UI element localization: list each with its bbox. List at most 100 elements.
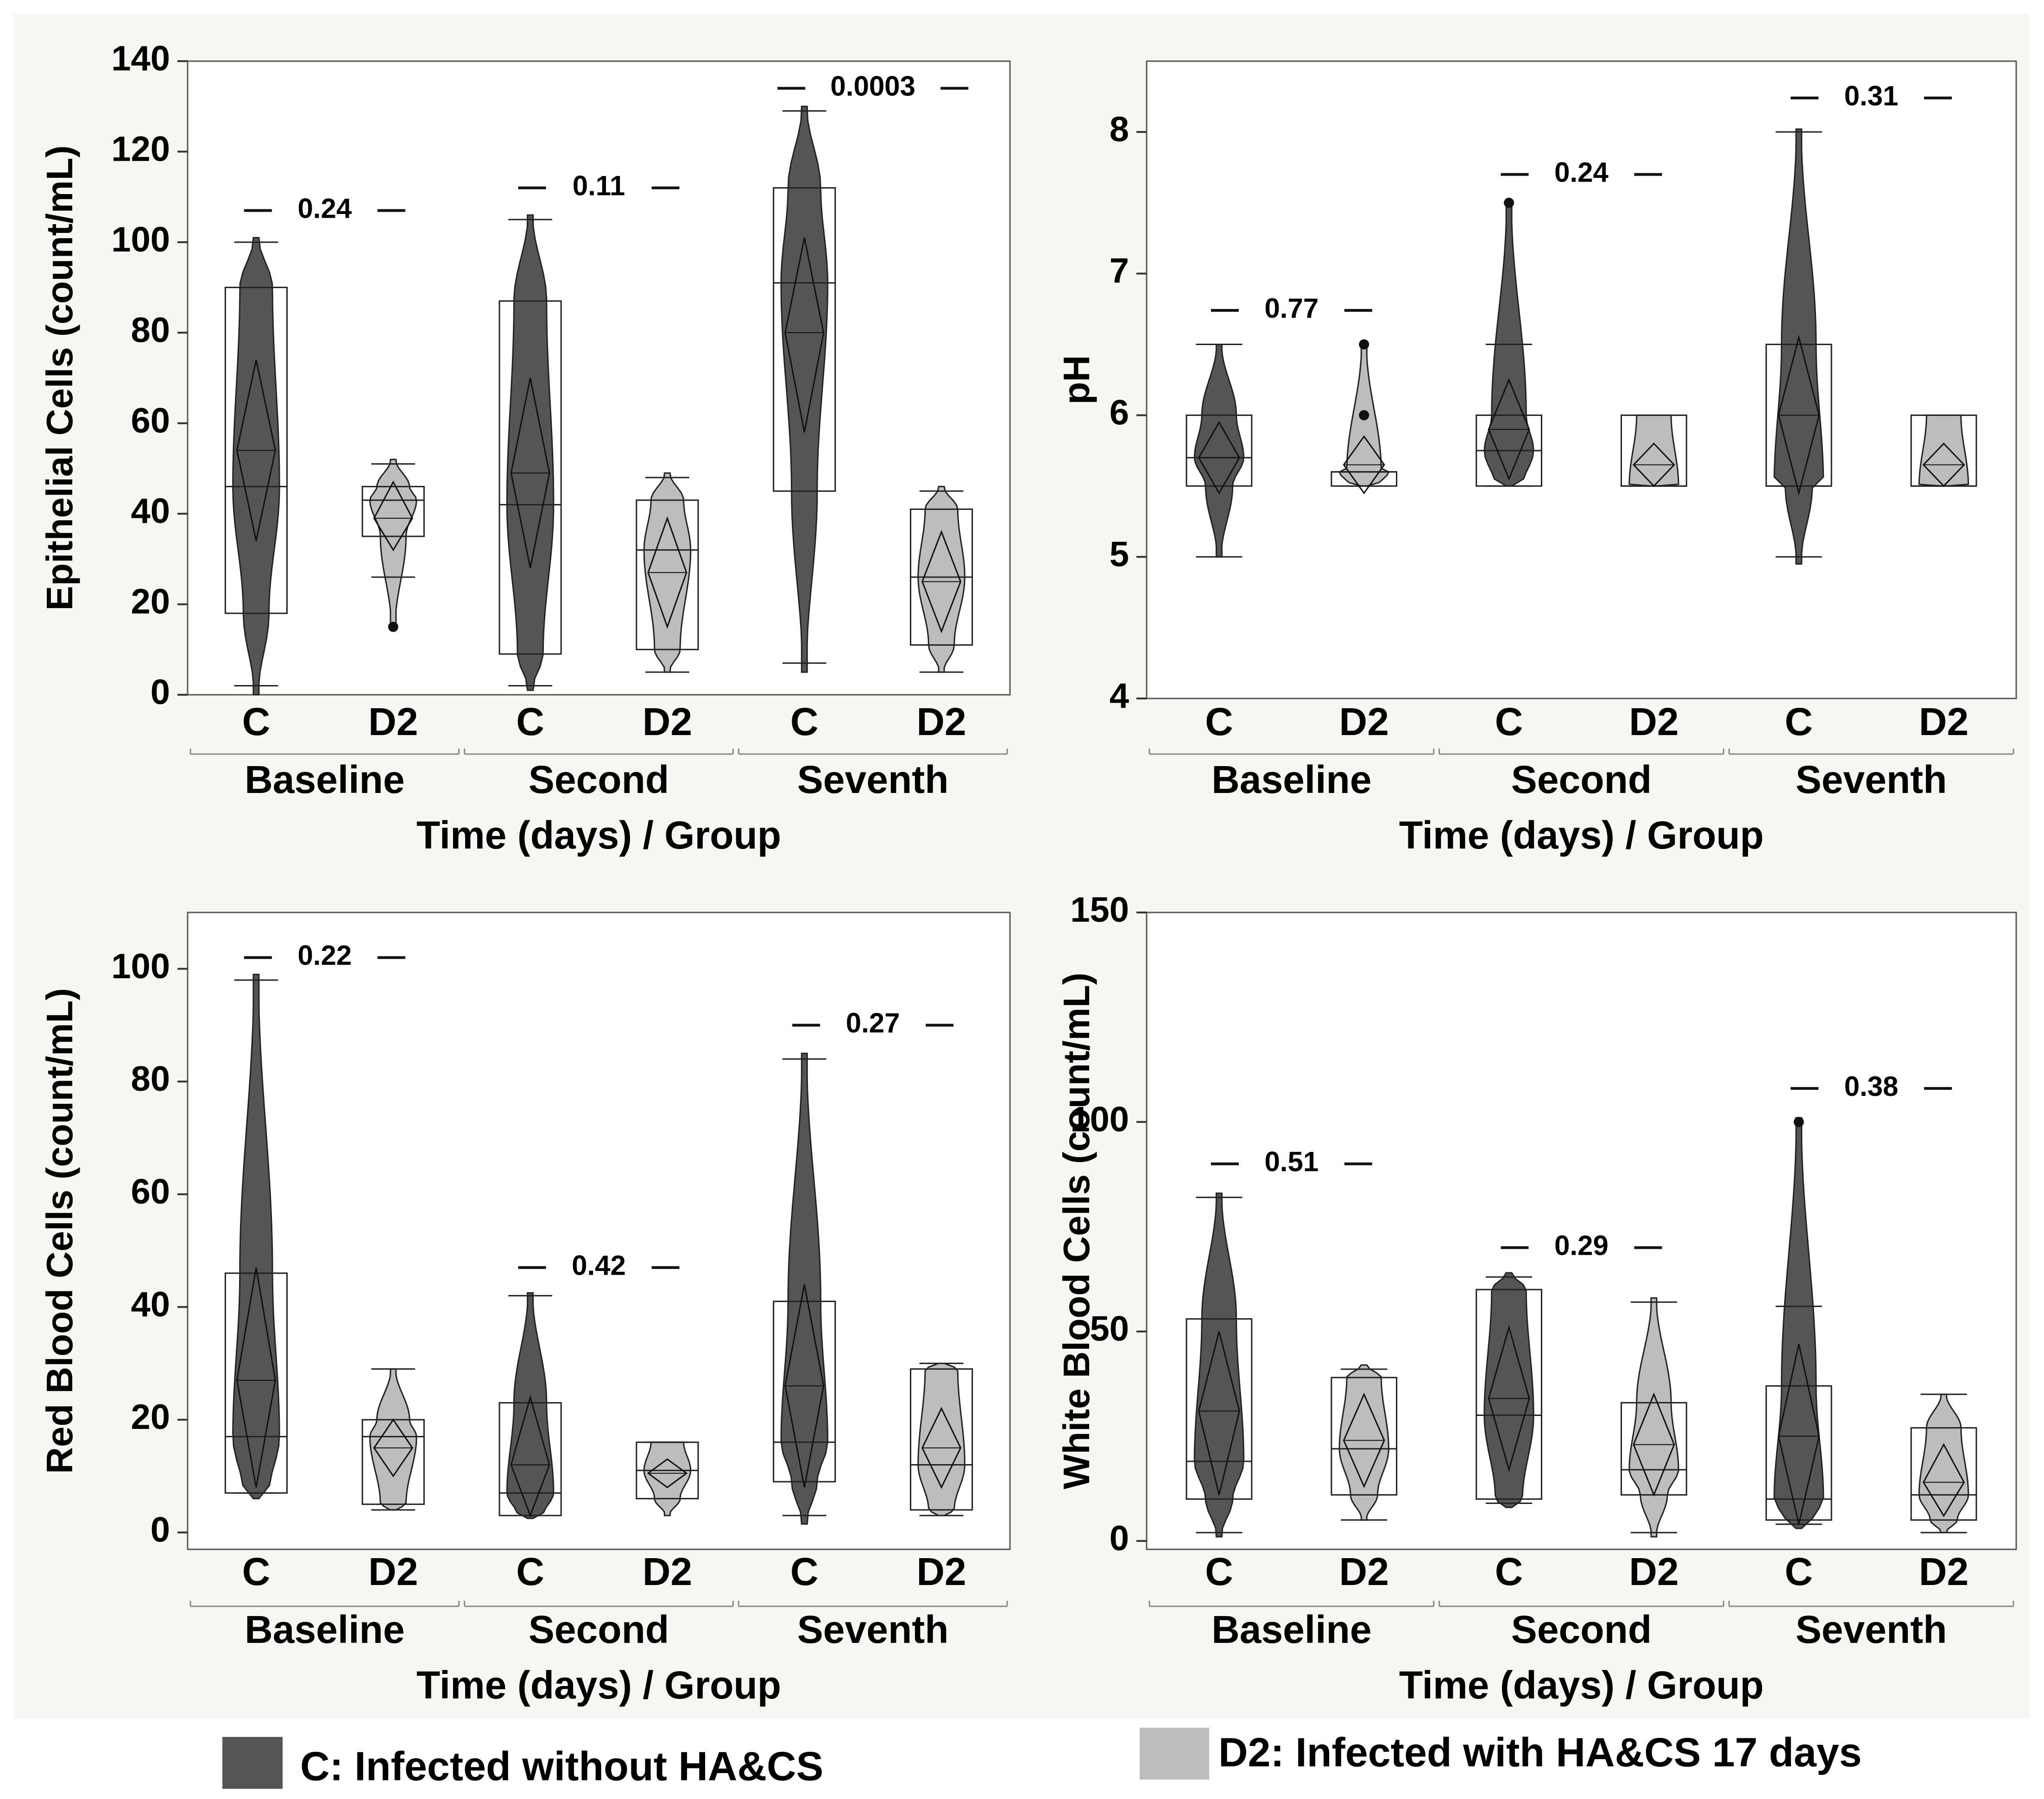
p-value-label: 0.38: [1844, 1071, 1899, 1102]
violin-seventh-c: [1765, 1117, 1832, 1529]
x-tick-label: C: [790, 700, 819, 743]
x-tick-label: C: [516, 1550, 544, 1593]
quantile-box: [773, 187, 836, 492]
quantile-box: [1331, 1377, 1398, 1496]
violin-body: [1483, 1272, 1534, 1508]
y-tick-label: 4: [1110, 676, 1129, 716]
violin-body: [1918, 414, 1969, 487]
x-tick-label: C: [1785, 700, 1813, 743]
p-value-label: 0.31: [1844, 80, 1899, 111]
y-tick-label: 0: [1110, 1519, 1129, 1558]
quantile-box: [1476, 1289, 1542, 1500]
y-axis-title: Red Blood Cells (count/mL): [39, 988, 80, 1474]
violin-baseline-c: [224, 237, 288, 696]
x-tick-label: C: [1205, 1550, 1233, 1593]
quantile-box: [636, 499, 699, 650]
violin-body: [917, 486, 965, 673]
x-axis-title: Time (days) / Group: [416, 1663, 781, 1707]
y-tick-label: 100: [111, 220, 170, 259]
y-tick-label: 80: [131, 310, 170, 350]
quantile-box: [224, 287, 288, 614]
mean-diamond: [784, 237, 825, 433]
y-tick-label: 6: [1110, 393, 1129, 433]
violin-body: [917, 1363, 965, 1516]
mean-diamond: [647, 516, 688, 629]
violin-second-c: [1476, 1272, 1542, 1508]
x-tick-label: D2: [1919, 1550, 1968, 1593]
violin-baseline-d2: [361, 459, 425, 632]
y-tick-label: 140: [111, 39, 170, 78]
x-tick-label: D2: [368, 700, 418, 743]
panel-ph: 4 5 6 7 8 pH C D2 C D2 C D2 Baseline Second Seventh Tim…: [1056, 60, 2017, 857]
quantile-box: [1186, 414, 1253, 487]
violin-body: [506, 1292, 555, 1519]
y-tick-label: 120: [111, 130, 170, 169]
mean-diamond: [1633, 442, 1675, 487]
mean-diamond: [647, 1458, 688, 1489]
violin-seventh-c: [773, 1052, 836, 1525]
legend-label-c: C: Infected without HA&CS: [300, 1743, 823, 1789]
mean-diamond: [1198, 421, 1240, 495]
time-label-seventh: Seventh: [1796, 758, 1947, 801]
time-label-second: Second: [1511, 1608, 1652, 1651]
legend-label-d2: D2: Infected with HA&CS 17 days: [1218, 1729, 1862, 1775]
y-tick-label: 100: [111, 947, 170, 986]
y-tick-label: 50: [1090, 1309, 1129, 1349]
x-tick-label: C: [790, 1550, 819, 1593]
mean-diamond: [510, 377, 550, 568]
violin-body: [1338, 1364, 1389, 1521]
mean-diamond: [921, 530, 962, 634]
violin-seventh-d2: [910, 486, 973, 673]
x-tick-label: D2: [1339, 1550, 1389, 1593]
plot-area: [1146, 912, 2017, 1550]
time-label-seventh: Seventh: [1796, 1608, 1947, 1651]
quantile-box: [773, 1301, 836, 1483]
plot-area: [187, 912, 1011, 1550]
mean-diamond: [1343, 435, 1385, 495]
violin-seventh-d2: [1910, 414, 1977, 487]
p-value-label: 0.51: [1264, 1146, 1319, 1177]
outlier-point: [388, 622, 398, 632]
y-tick-label: 80: [131, 1059, 170, 1099]
violin-body: [369, 459, 417, 628]
x-tick-label: D2: [916, 700, 966, 743]
panel-wbc: 0 50 100 150 White Blood Cells (count/mL) C D2…: [1056, 890, 2017, 1707]
x-tick-label: C: [1495, 1550, 1523, 1593]
mean-diamond: [1778, 1344, 1820, 1525]
time-label-baseline: Baseline: [1211, 1608, 1372, 1651]
violin-second-d2: [636, 1441, 699, 1516]
violin-baseline-d2: [361, 1368, 425, 1511]
violin-second-d2: [636, 472, 699, 673]
x-tick-label: C: [1205, 700, 1233, 743]
violin-seventh-c: [1765, 128, 1832, 565]
y-tick-label: 60: [131, 401, 170, 440]
y-tick-label: 40: [131, 1285, 170, 1324]
violin-baseline-c: [224, 974, 288, 1499]
outlier-point: [1359, 410, 1369, 421]
y-axis-title: Epithelial Cells (count/mL): [39, 145, 80, 611]
violin-body: [232, 974, 280, 1499]
violin-body: [232, 237, 280, 696]
x-tick-label: D2: [643, 700, 692, 743]
quantile-box: [910, 1368, 973, 1511]
y-tick-label: 0: [151, 673, 170, 712]
y-tick-label: 0: [151, 1510, 170, 1550]
time-label-baseline: Baseline: [245, 758, 405, 801]
violin-body: [780, 1052, 829, 1525]
mean-diamond: [1488, 1325, 1530, 1472]
mean-diamond: [510, 1395, 550, 1518]
y-tick-label: 100: [1070, 1100, 1129, 1139]
violin-baseline-d2: [1331, 1364, 1398, 1521]
violin-baseline-c: [1186, 1192, 1253, 1538]
p-value-label: 0.22: [297, 940, 352, 971]
mean-diamond: [236, 359, 276, 541]
p-value-label: 0.11: [573, 170, 625, 201]
p-value-label: 0.24: [1554, 157, 1609, 188]
x-tick-label: D2: [1339, 700, 1389, 743]
x-tick-label: C: [1785, 1550, 1813, 1593]
violin-second-c: [498, 214, 562, 691]
time-label-baseline: Baseline: [245, 1608, 405, 1651]
x-tick-label: C: [242, 700, 271, 743]
x-axis-title: Time (days) / Group: [1399, 813, 1764, 857]
